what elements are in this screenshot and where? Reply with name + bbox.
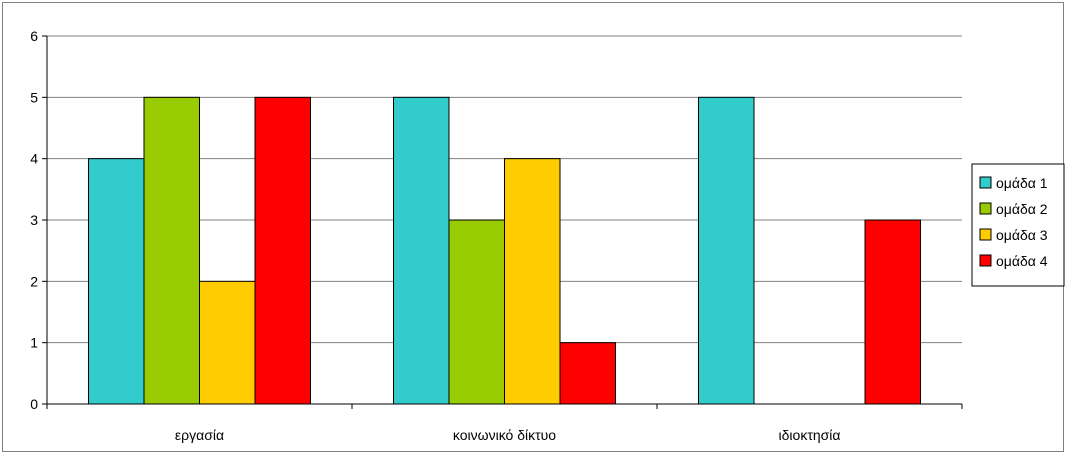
legend-swatch xyxy=(979,202,992,215)
legend-label: ομάδα 1 xyxy=(996,175,1048,191)
bar-2-1 xyxy=(143,96,200,405)
bar-1-2 xyxy=(393,96,450,405)
y-tick-label: 3 xyxy=(30,212,38,228)
legend: ομάδα 1 ομάδα 2 ομάδα 3 ομάδα 4 xyxy=(971,163,1065,287)
y-tick-label: 1 xyxy=(30,335,38,351)
y-tick-label: 4 xyxy=(30,151,38,167)
category-label: κοινωνικό δίκτυο xyxy=(453,427,556,443)
y-tick-label: 2 xyxy=(30,273,38,289)
legend-swatch xyxy=(979,228,992,241)
legend-label: ομάδα 3 xyxy=(996,227,1048,243)
bar-4-1 xyxy=(254,96,311,405)
bar-1-1 xyxy=(88,158,145,405)
y-tick-label: 6 xyxy=(30,28,38,44)
legend-swatch xyxy=(979,254,992,267)
legend-swatch xyxy=(979,176,992,189)
category-label: ιδιοκτησία xyxy=(779,427,841,443)
category-label: εργασία xyxy=(175,427,224,443)
legend-label: ομάδα 2 xyxy=(996,201,1048,217)
axes xyxy=(42,35,963,409)
y-tick-labels: 0 1 2 3 4 5 6 xyxy=(30,28,38,412)
bars xyxy=(88,96,921,405)
bar-3-1 xyxy=(199,280,256,405)
legend-label: ομάδα 4 xyxy=(996,253,1048,269)
bar-2-2 xyxy=(448,219,505,405)
bar-4-3 xyxy=(864,219,921,405)
y-tick-label: 0 xyxy=(30,396,38,412)
y-tick-label: 5 xyxy=(30,89,38,105)
category-labels: εργασία κοινωνικό δίκτυο ιδιοκτησία xyxy=(175,427,841,443)
bar-3-2 xyxy=(504,158,561,405)
bar-4-2 xyxy=(559,342,616,405)
bar-1-3 xyxy=(698,96,755,405)
